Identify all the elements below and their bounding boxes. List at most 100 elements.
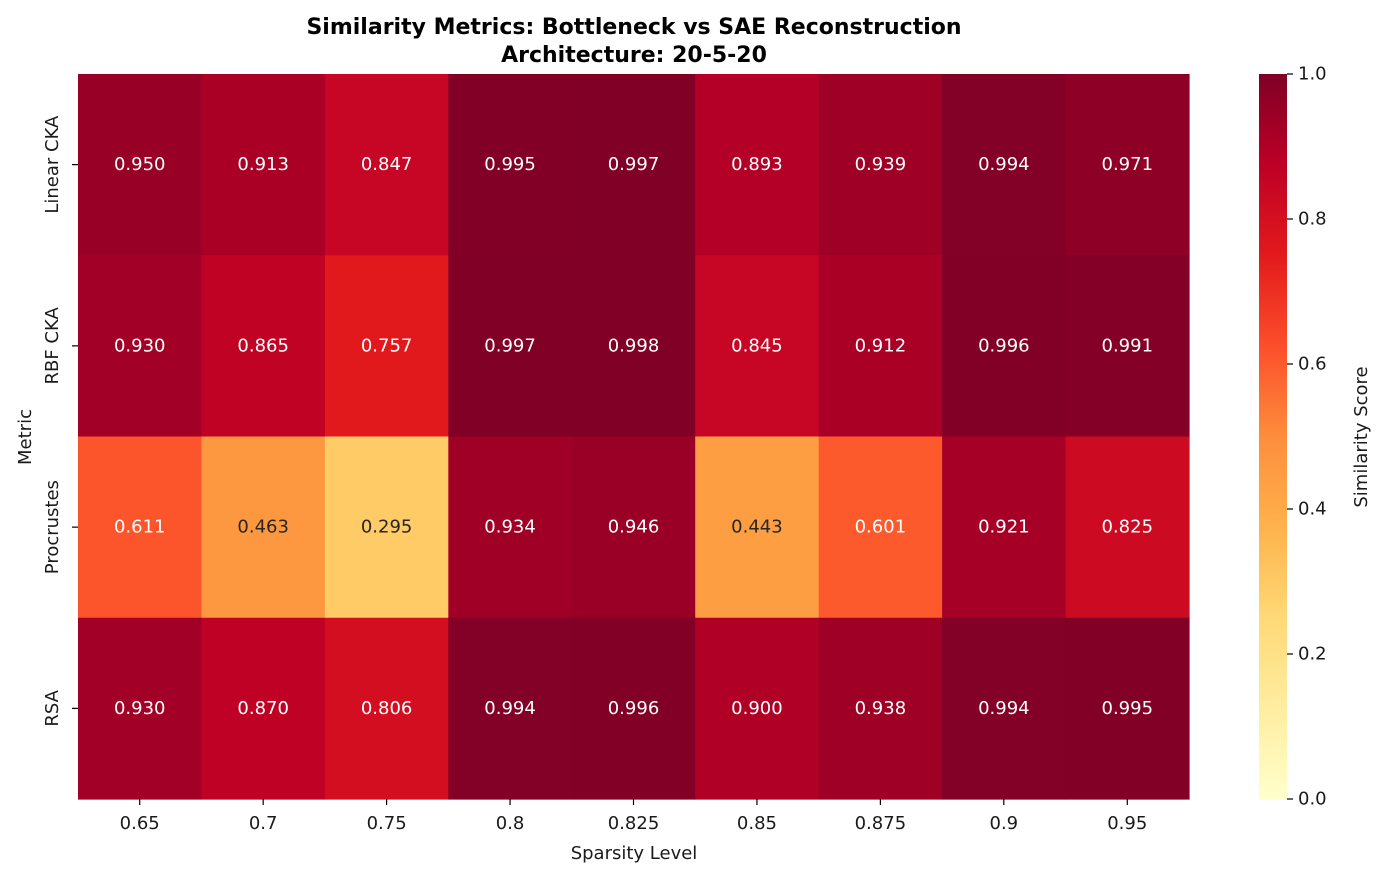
cell-value-label: 0.930 bbox=[114, 698, 166, 719]
cell-value-label: 0.971 bbox=[1102, 154, 1154, 175]
heatmap-cell bbox=[818, 436, 943, 619]
x-axis-ticks: 0.65 0.7 0.75 0.8 0.825 0.85 0.875 0.9 0.95 bbox=[120, 799, 1147, 834]
heatmap-cell bbox=[448, 255, 573, 438]
cell-value-label: 0.847 bbox=[361, 154, 413, 175]
heatmap-cells: 0.950 0.913 0.847 0.995 0.997 0.893 0.939 0.994… bbox=[78, 74, 1190, 800]
heatmap-cell bbox=[201, 255, 326, 438]
cell-value-label: 0.994 bbox=[978, 154, 1030, 175]
colorbar-label: Similarity Score bbox=[1351, 366, 1372, 507]
cell-value-label: 0.806 bbox=[361, 698, 413, 719]
cell-value-label: 0.995 bbox=[484, 154, 536, 175]
heatmap-cell bbox=[324, 74, 449, 256]
cell-value-label: 0.996 bbox=[978, 335, 1030, 356]
heatmap-cell bbox=[695, 617, 820, 800]
cell-value-label: 0.997 bbox=[608, 154, 660, 175]
colorbar-ticks: 0.0 0.2 0.4 0.6 0.8 1.0 bbox=[1287, 64, 1327, 810]
heatmap-cell bbox=[1065, 617, 1190, 800]
heatmap-cell bbox=[201, 617, 326, 800]
heatmap-cell bbox=[448, 74, 573, 256]
heatmap-cell bbox=[571, 74, 696, 256]
heatmap-cell bbox=[695, 255, 820, 438]
cell-value-label: 0.950 bbox=[114, 154, 166, 175]
colorbar-tick-label: 0.6 bbox=[1298, 354, 1327, 375]
cell-value-label: 0.757 bbox=[361, 335, 413, 356]
chart-subtitle: Architecture: 20-5-20 bbox=[501, 43, 767, 68]
y-axis-label: Metric bbox=[15, 409, 36, 465]
cell-value-label: 0.938 bbox=[855, 698, 907, 719]
heatmap-cell bbox=[78, 617, 203, 800]
heatmap-cell bbox=[201, 74, 326, 256]
x-tick-label: 0.9 bbox=[990, 813, 1019, 834]
heatmap-cell bbox=[324, 617, 449, 800]
cell-value-label: 0.870 bbox=[237, 698, 289, 719]
colorbar bbox=[1259, 74, 1287, 799]
heatmap-cell bbox=[571, 255, 696, 438]
heatmap-cell bbox=[818, 255, 943, 438]
colorbar-tick-label: 0.8 bbox=[1298, 209, 1327, 230]
x-axis-label: Sparsity Level bbox=[571, 843, 698, 864]
x-tick-label: 0.75 bbox=[367, 813, 407, 834]
y-axis-ticks: Linear CKA RBF CKA Procrustes RSA bbox=[42, 115, 78, 727]
heatmap-cell bbox=[695, 74, 820, 256]
cell-value-label: 0.934 bbox=[484, 517, 536, 538]
heatmap-cell bbox=[942, 74, 1067, 256]
colorbar-tick-label: 0.2 bbox=[1298, 644, 1327, 665]
cell-value-label: 0.443 bbox=[731, 517, 783, 538]
heatmap-cell bbox=[695, 436, 820, 619]
heatmap-cell bbox=[571, 617, 696, 800]
cell-value-label: 0.998 bbox=[608, 335, 660, 356]
heatmap-cell bbox=[78, 74, 203, 256]
heatmap-cell bbox=[1065, 74, 1190, 256]
cell-value-label: 0.939 bbox=[855, 154, 907, 175]
x-tick-label: 0.825 bbox=[608, 813, 660, 834]
heatmap-cell bbox=[942, 255, 1067, 438]
heatmap-cell bbox=[448, 436, 573, 619]
chart-title: Similarity Metrics: Bottleneck vs SAE Re… bbox=[306, 15, 961, 40]
cell-value-label: 0.997 bbox=[484, 335, 536, 356]
y-tick-label: Procrustes bbox=[42, 480, 63, 574]
cell-value-label: 0.611 bbox=[114, 517, 166, 538]
cell-value-label: 0.991 bbox=[1102, 335, 1154, 356]
cell-value-label: 0.930 bbox=[114, 335, 166, 356]
x-tick-label: 0.85 bbox=[737, 813, 777, 834]
heatmap-cell bbox=[324, 436, 449, 619]
cell-value-label: 0.996 bbox=[608, 698, 660, 719]
cell-value-label: 0.893 bbox=[731, 154, 783, 175]
heatmap-cell bbox=[1065, 255, 1190, 438]
cell-value-label: 0.994 bbox=[484, 698, 536, 719]
cell-value-label: 0.865 bbox=[237, 335, 289, 356]
heatmap-cell bbox=[818, 74, 943, 256]
cell-value-label: 0.913 bbox=[237, 154, 289, 175]
heatmap-cell bbox=[448, 617, 573, 800]
x-tick-label: 0.7 bbox=[249, 813, 278, 834]
x-tick-label: 0.95 bbox=[1107, 813, 1147, 834]
colorbar-tick-label: 0.0 bbox=[1298, 789, 1327, 810]
cell-value-label: 0.921 bbox=[978, 517, 1030, 538]
cell-value-label: 0.912 bbox=[855, 335, 907, 356]
heatmap-cell bbox=[201, 436, 326, 619]
cell-value-label: 0.845 bbox=[731, 335, 783, 356]
x-tick-label: 0.875 bbox=[855, 813, 907, 834]
y-tick-label: RBF CKA bbox=[42, 307, 63, 385]
heatmap-cell bbox=[942, 617, 1067, 800]
x-tick-label: 0.65 bbox=[120, 813, 160, 834]
heatmap-cell bbox=[1065, 436, 1190, 619]
y-tick-label: Linear CKA bbox=[42, 115, 63, 214]
heatmap-cell bbox=[78, 436, 203, 619]
heatmap-cell bbox=[818, 617, 943, 800]
cell-value-label: 0.601 bbox=[855, 517, 907, 538]
cell-value-label: 0.946 bbox=[608, 517, 660, 538]
heatmap-cell bbox=[78, 255, 203, 438]
heatmap-cell bbox=[942, 436, 1067, 619]
cell-value-label: 0.825 bbox=[1102, 517, 1154, 538]
y-tick-label: RSA bbox=[42, 689, 63, 726]
cell-value-label: 0.900 bbox=[731, 698, 783, 719]
cell-value-label: 0.995 bbox=[1102, 698, 1154, 719]
cell-value-label: 0.295 bbox=[361, 517, 413, 538]
heatmap-cell bbox=[324, 255, 449, 438]
colorbar-tick-label: 0.4 bbox=[1298, 499, 1327, 520]
x-tick-label: 0.8 bbox=[496, 813, 525, 834]
cell-value-label: 0.994 bbox=[978, 698, 1030, 719]
colorbar-tick-label: 1.0 bbox=[1298, 64, 1327, 85]
